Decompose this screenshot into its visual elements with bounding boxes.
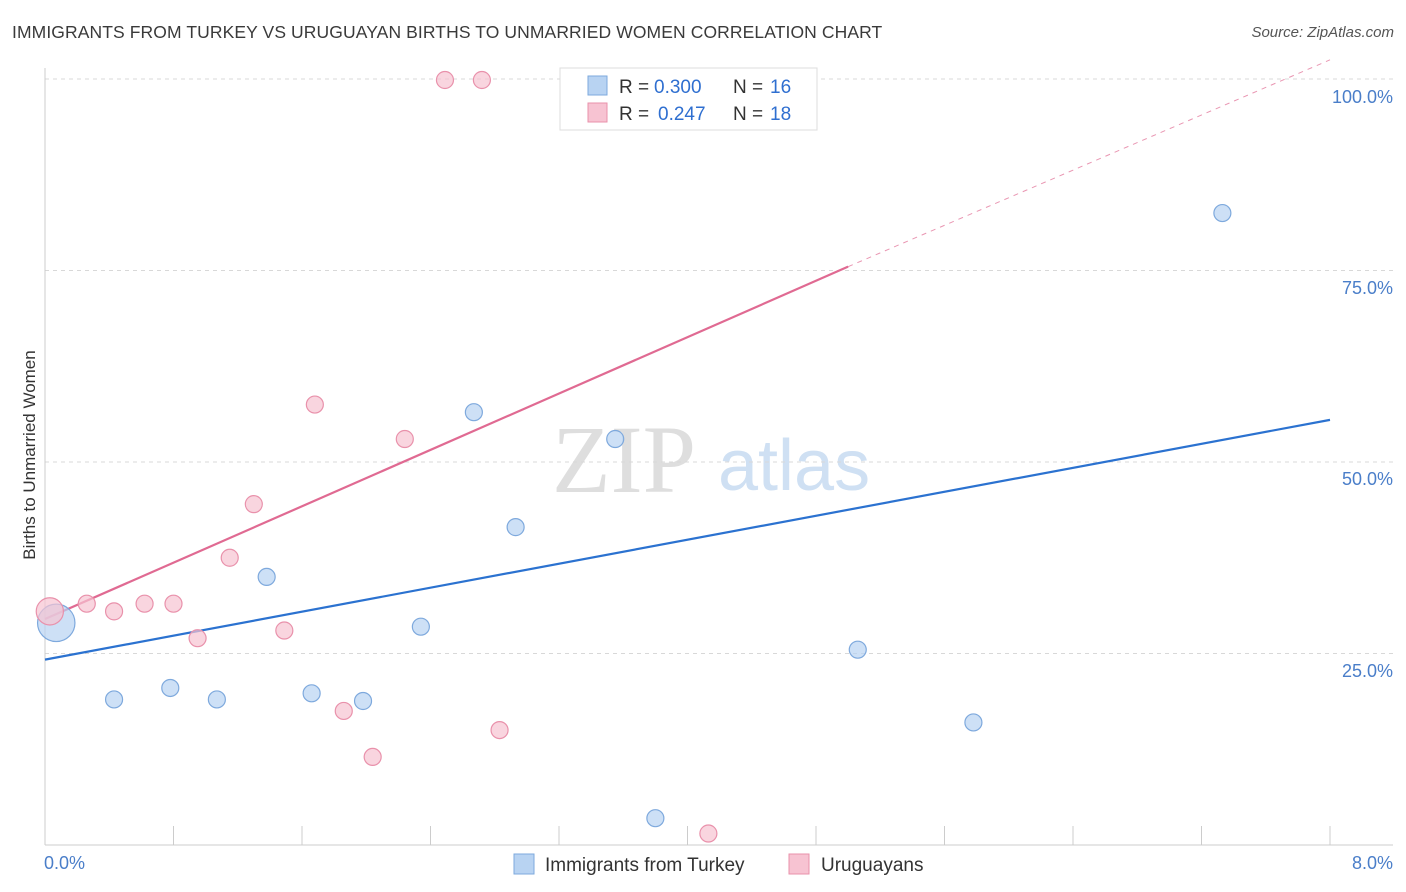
- point-uruguayans: [135, 594, 154, 613]
- trend-line-turkey: [44, 418, 1331, 661]
- axes: [44, 68, 1393, 846]
- point-turkey: [302, 684, 321, 703]
- x-tick-label-max: 8.0%: [1352, 853, 1393, 873]
- point-turkey: [411, 617, 430, 636]
- legend-r-label-uruguayans: R =: [619, 104, 649, 125]
- point-uruguayans: [244, 495, 263, 514]
- x-tick-label-min: 0.0%: [44, 853, 85, 873]
- point-turkey: [104, 690, 124, 709]
- gridlines: [45, 78, 1393, 654]
- legend-r-value-uruguayans: 0.247: [658, 104, 706, 125]
- y-tick-label-50: 50.0%: [1342, 469, 1393, 489]
- bottom-legend-swatch-uruguayans: [788, 853, 810, 875]
- legend-n-value-turkey: 16: [770, 77, 791, 98]
- point-turkey: [506, 518, 525, 537]
- trend-line-uruguayans: [44, 265, 849, 621]
- point-turkey: [161, 678, 180, 698]
- legend-n-label-turkey: N =: [733, 77, 763, 98]
- y-axis-label: Births to Unmarried Women: [20, 350, 39, 559]
- point-turkey: [964, 713, 983, 732]
- y-tick-label-75: 75.0%: [1342, 278, 1393, 298]
- point-uruguayans: [363, 747, 382, 767]
- y-tick-label-100: 100.0%: [1332, 87, 1393, 107]
- watermark-atlas: atlas: [718, 426, 870, 506]
- point-uruguayans: [220, 548, 239, 567]
- legend-swatch-uruguayans: [587, 102, 608, 123]
- legend-n-value-uruguayans: 18: [770, 104, 791, 125]
- point-turkey: [464, 403, 483, 422]
- point-turkey: [1213, 203, 1232, 223]
- y-tick-label-25: 25.0%: [1342, 661, 1393, 681]
- point-turkey: [646, 809, 665, 828]
- trend-line-uruguayans-extension: [847, 59, 1331, 268]
- point-turkey: [353, 691, 373, 711]
- point-turkey: [848, 640, 867, 659]
- point-uruguayans: [305, 395, 324, 414]
- series-legend: Immigrants from Turkey Uruguayans: [513, 853, 923, 876]
- point-turkey: [606, 429, 625, 449]
- bottom-legend-label-turkey: Immigrants from Turkey: [545, 855, 745, 876]
- point-uruguayans: [490, 720, 509, 740]
- legend-swatch-turkey: [587, 75, 608, 96]
- bottom-legend-swatch-turkey: [513, 853, 535, 875]
- point-uruguayans: [472, 70, 491, 90]
- point-uruguayans: [275, 621, 294, 640]
- bottom-legend-label-uruguayans: Uruguayans: [821, 855, 923, 876]
- point-uruguayans: [699, 824, 718, 843]
- point-uruguayans: [77, 594, 96, 613]
- source-credit: Source: ZipAtlas.com: [1251, 24, 1394, 41]
- watermark-zip: ZIP: [552, 406, 696, 513]
- point-turkey: [257, 567, 276, 587]
- point-uruguayans: [164, 594, 183, 613]
- stats-legend: R = 0.300 N = 16 R = 0.247 N = 18: [559, 67, 818, 131]
- point-uruguayans: [334, 701, 353, 721]
- point-uruguayans: [395, 429, 414, 449]
- point-turkey: [207, 690, 226, 709]
- trend-lines: [44, 59, 1331, 661]
- chart-title: IMMIGRANTS FROM TURKEY VS URUGUAYAN BIRT…: [12, 22, 883, 42]
- legend-r-value-turkey: 0.300: [654, 77, 702, 98]
- legend-r-label-turkey: R =: [619, 77, 649, 98]
- point-uruguayans: [35, 597, 65, 626]
- point-uruguayans: [435, 70, 455, 90]
- point-uruguayans: [104, 602, 124, 621]
- legend-n-label-uruguayans: N =: [733, 104, 763, 125]
- point-uruguayans: [188, 629, 207, 648]
